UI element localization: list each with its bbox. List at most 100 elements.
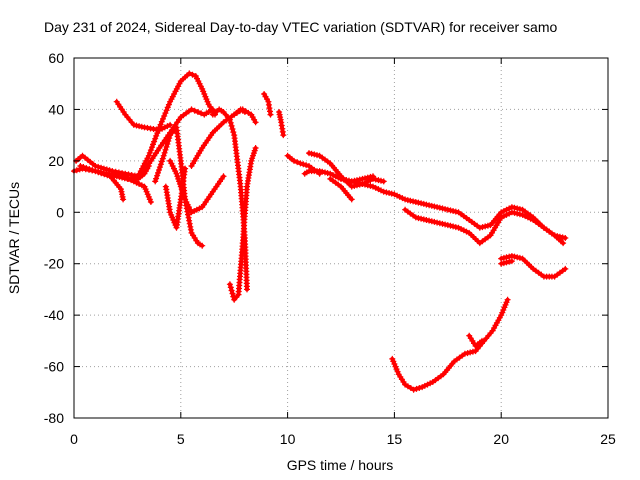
data-point-marker — [157, 121, 164, 128]
data-point-marker — [469, 348, 476, 355]
data-point-marker — [418, 215, 425, 222]
data-point-marker — [503, 211, 510, 218]
data-point-marker — [157, 161, 164, 168]
data-point-marker — [136, 181, 143, 187]
data-point-marker — [506, 210, 513, 217]
data-point-marker — [162, 146, 169, 153]
data-point-marker — [378, 187, 384, 194]
data-point-marker — [391, 191, 398, 198]
data-point-marker — [164, 104, 171, 111]
data-point-marker — [159, 155, 166, 162]
data-point-marker — [199, 242, 206, 249]
data-point-marker — [228, 287, 235, 294]
data-point-marker — [164, 141, 171, 147]
data-point-marker — [153, 175, 160, 182]
axis-ticks: 0 5 10 15 20 25 -80 -60 -40 -20 0 20 40 60 — [44, 50, 616, 447]
y-tick-label: -80 — [44, 410, 64, 426]
data-point-marker — [92, 168, 99, 175]
data-point-marker — [120, 196, 127, 203]
data-point-marker — [280, 132, 287, 139]
data-point-marker — [149, 144, 155, 151]
data-point-marker — [415, 199, 422, 206]
y-tick-label: -40 — [44, 307, 64, 323]
data-point-marker — [226, 116, 233, 123]
data-point-marker — [136, 123, 143, 130]
data-point-marker — [522, 213, 529, 220]
data-point-marker — [163, 107, 170, 114]
data-point-marker — [147, 147, 154, 154]
y-tick-label: 0 — [56, 204, 64, 220]
data-point-marker — [519, 211, 526, 218]
data-point-marker — [396, 193, 403, 200]
data-point-marker — [311, 151, 318, 158]
data-point-marker — [163, 143, 170, 150]
x-tick-label: 25 — [600, 431, 616, 447]
data-point-marker — [89, 167, 96, 174]
series-s13 — [226, 145, 259, 303]
data-point-marker — [300, 161, 307, 168]
series-s20 — [327, 175, 355, 203]
data-point-marker — [196, 205, 203, 212]
series-s22 — [402, 206, 567, 247]
data-point-marker — [228, 122, 235, 129]
data-point-marker — [161, 149, 168, 156]
data-point-marker — [188, 209, 195, 216]
data-point-marker — [444, 222, 451, 229]
data-point-marker — [98, 164, 105, 171]
data-point-marker — [444, 206, 451, 213]
data-point-marker — [362, 181, 368, 188]
data-point-marker — [479, 224, 486, 231]
data-point-marker — [506, 258, 513, 265]
data-point-marker — [226, 281, 233, 288]
data-point-marker — [152, 178, 159, 185]
data-point-marker — [354, 179, 360, 186]
data-point-marker — [130, 178, 137, 185]
data-point-marker — [104, 172, 111, 179]
data-point-marker — [297, 160, 304, 167]
data-point-marker — [165, 101, 172, 108]
series-s10 — [162, 165, 189, 231]
data-point-marker — [410, 386, 417, 393]
data-point-marker — [120, 173, 127, 180]
data-point-marker — [407, 197, 414, 204]
data-point-marker — [155, 169, 161, 176]
data-point-marker — [128, 177, 135, 184]
data-point-marker — [191, 107, 198, 114]
series-s15 — [261, 91, 274, 118]
data-point-marker — [303, 162, 310, 169]
data-point-marker — [83, 165, 90, 172]
data-point-marker — [189, 71, 196, 78]
data-point-marker — [452, 208, 459, 215]
data-point-marker — [164, 123, 171, 130]
data-point-marker — [498, 255, 505, 262]
series-s4 — [109, 170, 154, 205]
y-tick-label: 40 — [48, 101, 64, 117]
data-point-marker — [431, 218, 438, 225]
data-point-marker — [562, 265, 569, 272]
data-point-marker — [421, 382, 428, 389]
data-point-marker — [188, 106, 195, 113]
data-point-marker — [267, 111, 274, 118]
data-point-marker — [402, 196, 409, 203]
data-point-marker — [156, 164, 163, 171]
data-point-marker — [450, 223, 457, 230]
data-point-marker — [479, 337, 485, 344]
data-point-marker — [196, 80, 203, 87]
y-tick-label: 20 — [48, 153, 64, 169]
data-point-marker — [413, 385, 420, 392]
data-point-marker — [348, 196, 355, 203]
data-point-marker — [186, 70, 193, 77]
data-point-marker — [151, 138, 158, 145]
data-point-marker — [503, 254, 510, 261]
data-point-marker — [146, 149, 153, 156]
data-point-marker — [241, 109, 248, 115]
data-point-marker — [158, 158, 165, 165]
x-tick-label: 10 — [280, 431, 296, 447]
data-point-marker — [150, 141, 156, 148]
data-point-marker — [227, 284, 234, 291]
data-point-marker — [155, 127, 162, 134]
series-s26 — [498, 258, 515, 267]
data-point-marker — [252, 119, 259, 126]
data-point-marker — [80, 164, 87, 170]
data-point-marker — [166, 135, 173, 142]
